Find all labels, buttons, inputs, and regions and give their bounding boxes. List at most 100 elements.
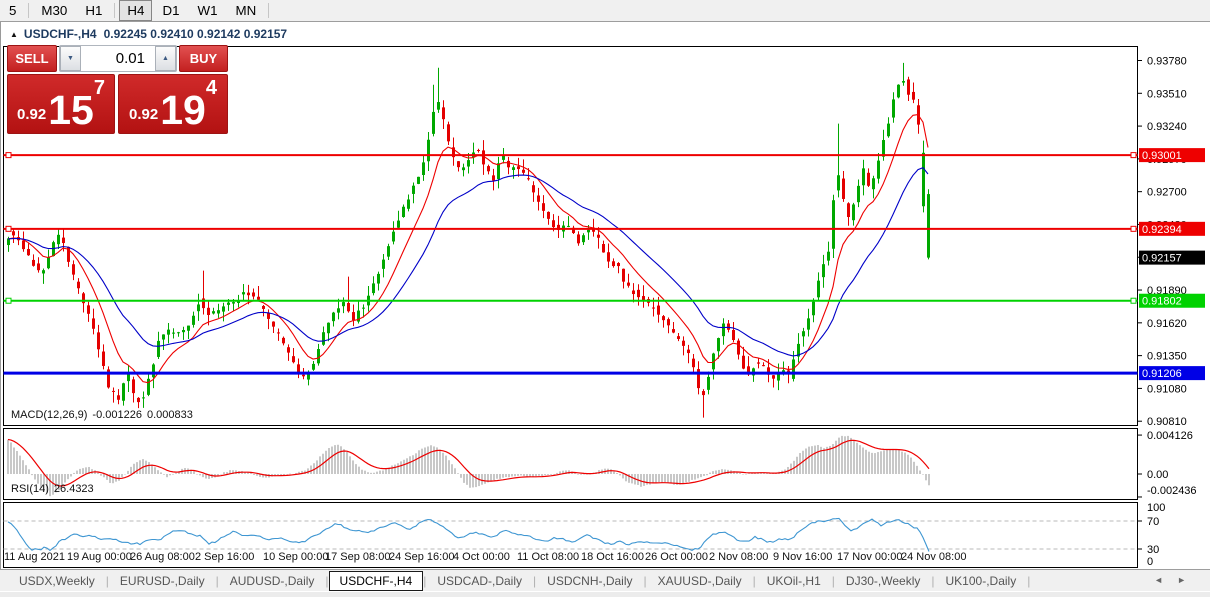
buy-price-sup: 4 <box>205 77 217 99</box>
svg-text:0.91350: 0.91350 <box>1147 351 1187 363</box>
tab-separator: | <box>752 573 756 588</box>
tab-scroll-right-icon[interactable]: ► <box>1177 575 1200 585</box>
hline-marker <box>1130 225 1137 232</box>
rsi-plot-frame <box>3 502 1138 568</box>
chart-title: ▲ USDCHF-,H4 0.92245 0.92410 0.92142 0.921… <box>10 27 287 41</box>
chart-tab-usdx-weekly[interactable]: USDX,Weekly <box>19 573 95 588</box>
buy-price-big: 19 <box>160 87 206 134</box>
tab-separator: | <box>423 573 427 588</box>
chart-tab-usdcad-daily[interactable]: USDCAD-,Daily <box>437 573 523 588</box>
timeframe-button-H4[interactable]: H4 <box>119 0 153 21</box>
date-label: 17 Nov 00:00 <box>837 551 903 563</box>
volume-decrease-button[interactable]: ▼ <box>60 46 81 71</box>
ma-slow-line <box>7 167 929 357</box>
price-badge-0.93001 <box>1139 148 1205 163</box>
date-label: 26 Aug 08:00 <box>130 551 195 563</box>
date-label: 17 Sep 08:00 <box>325 551 391 563</box>
macd-axis: 0.004126 0.00 -0.002436 <box>1137 430 1197 498</box>
timeframe-button-W1[interactable]: W1 <box>190 0 226 21</box>
svg-text:0.91080: 0.91080 <box>1147 383 1187 395</box>
chart-window: 0.937800.935100.932400.929700.927000.924… <box>0 22 1210 569</box>
buy-price-button[interactable]: 0.92 19 4 <box>118 74 228 134</box>
date-label: 18 Oct 16:00 <box>581 551 644 563</box>
date-label: 2 Nov 08:00 <box>709 551 769 563</box>
chart-tab-xauusd-daily[interactable]: XAUUSD-,Daily <box>657 573 742 588</box>
macd-panel[interactable]: 0.004126 0.00 -0.002436 <box>1 428 1210 500</box>
svg-text:30: 30 <box>1147 544 1159 556</box>
tab-scroll-arrows: ◄► <box>1154 575 1200 585</box>
up-arrow-icon: ▲ <box>162 55 169 62</box>
timeframe-button-5[interactable]: 5 <box>1 0 24 21</box>
svg-text:0.93510: 0.93510 <box>1147 88 1187 100</box>
sell-price-big: 15 <box>48 87 94 134</box>
svg-text:0.92157: 0.92157 <box>1142 253 1182 265</box>
date-label: 4 Oct 00:00 <box>453 551 510 563</box>
volume-input[interactable] <box>81 46 155 71</box>
tab-separator: | <box>831 573 835 588</box>
macd-label: MACD(12,26,9) -0.001226 0.000833 <box>11 409 193 421</box>
sell-price-sup: 7 <box>93 77 105 99</box>
chart-tab-usdchf-h4[interactable]: USDCHF-,H4 <box>328 570 424 591</box>
volume-increase-button[interactable]: ▲ <box>155 46 176 71</box>
date-label: 24 Nov 08:00 <box>901 551 967 563</box>
svg-text:-0.002436: -0.002436 <box>1147 485 1197 497</box>
rsi-panel[interactable]: 100 70 300 <box>1 502 1210 568</box>
date-label: 2 Sep 16:00 <box>195 551 255 563</box>
chart-tab-uk100-daily[interactable]: UK100-,Daily <box>945 573 1017 588</box>
timeframe-toolbar: 5 M30 H1 H4 D1 W1 MN <box>0 0 1210 22</box>
tab-separator: | <box>105 573 109 588</box>
chart-tab-ukoil-h1[interactable]: UKOil-,H1 <box>766 573 821 588</box>
timeframe-button-H1[interactable]: H1 <box>77 0 110 21</box>
down-arrow-icon: ▼ <box>67 55 74 62</box>
date-label: 11 Oct 08:00 <box>517 551 580 563</box>
hline-marker <box>5 152 12 159</box>
timeframe-button-M30[interactable]: M30 <box>33 0 75 21</box>
current-price-badge <box>1139 250 1205 265</box>
svg-text:0.91206: 0.91206 <box>1142 368 1182 380</box>
svg-text:0.91620: 0.91620 <box>1147 318 1187 330</box>
tab-separator: | <box>215 573 219 588</box>
tab-scroll-left-icon[interactable]: ◄ <box>1154 575 1178 585</box>
macd-signal-line <box>7 438 930 487</box>
date-label: 26 Oct 00:00 <box>645 551 708 563</box>
svg-text:0.91802: 0.91802 <box>1142 296 1182 308</box>
svg-text:100: 100 <box>1147 502 1165 514</box>
svg-text:0.92394: 0.92394 <box>1142 224 1182 236</box>
macd-plot-frame <box>3 428 1138 500</box>
price-chart[interactable]: 0.937800.935100.932400.929700.927000.924… <box>1 46 1210 426</box>
hline-marker <box>1130 152 1137 159</box>
buy-button[interactable]: BUY <box>179 45 228 72</box>
chart-symbol-label: USDCHF-,H4 <box>23 27 97 41</box>
chart-tab-eurusd-daily[interactable]: EURUSD-,Daily <box>119 573 205 588</box>
hline-marker <box>1130 297 1137 304</box>
chart-tab-dj30-weekly[interactable]: DJ30-,Weekly <box>845 573 921 588</box>
symbol-expand-icon[interactable]: ▲ <box>10 30 18 39</box>
toolbar-separator <box>28 3 30 18</box>
svg-text:0.93240: 0.93240 <box>1147 121 1187 133</box>
price-badge-0.91206 <box>1139 366 1205 381</box>
sell-price-button[interactable]: 0.92 15 7 <box>7 74 115 134</box>
tab-separator: | <box>1027 573 1031 588</box>
date-label: 11 Aug 2021 <box>4 551 65 563</box>
volume-spinner: ▼ ▲ <box>59 45 177 72</box>
tab-separator: | <box>931 573 935 588</box>
tab-separator: | <box>643 573 647 588</box>
rsi-label: RSI(14) 26.4323 <box>11 483 94 495</box>
svg-text:0.93780: 0.93780 <box>1147 56 1187 68</box>
svg-text:0.90810: 0.90810 <box>1147 416 1187 426</box>
rsi-line <box>7 517 930 552</box>
timeframe-button-MN[interactable]: MN <box>228 0 265 21</box>
timeframe-button-D1[interactable]: D1 <box>154 0 187 21</box>
date-label: 24 Sep 16:00 <box>389 551 455 563</box>
hline-marker <box>5 297 12 304</box>
svg-text:0: 0 <box>1147 556 1153 568</box>
chart-tab-bar: USDX,Weekly | EURUSD-,Daily | AUDUSD-,Daily |… <box>0 569 1210 591</box>
toolbar-separator <box>268 3 270 18</box>
price-badge-0.91802 <box>1139 293 1205 308</box>
chart-tab-usdcnh-daily[interactable]: USDCNH-,Daily <box>547 573 633 588</box>
svg-text:0.00: 0.00 <box>1147 469 1168 481</box>
sell-button[interactable]: SELL <box>7 45 57 72</box>
chart-tab-audusd-daily[interactable]: AUDUSD-,Daily <box>229 573 315 588</box>
